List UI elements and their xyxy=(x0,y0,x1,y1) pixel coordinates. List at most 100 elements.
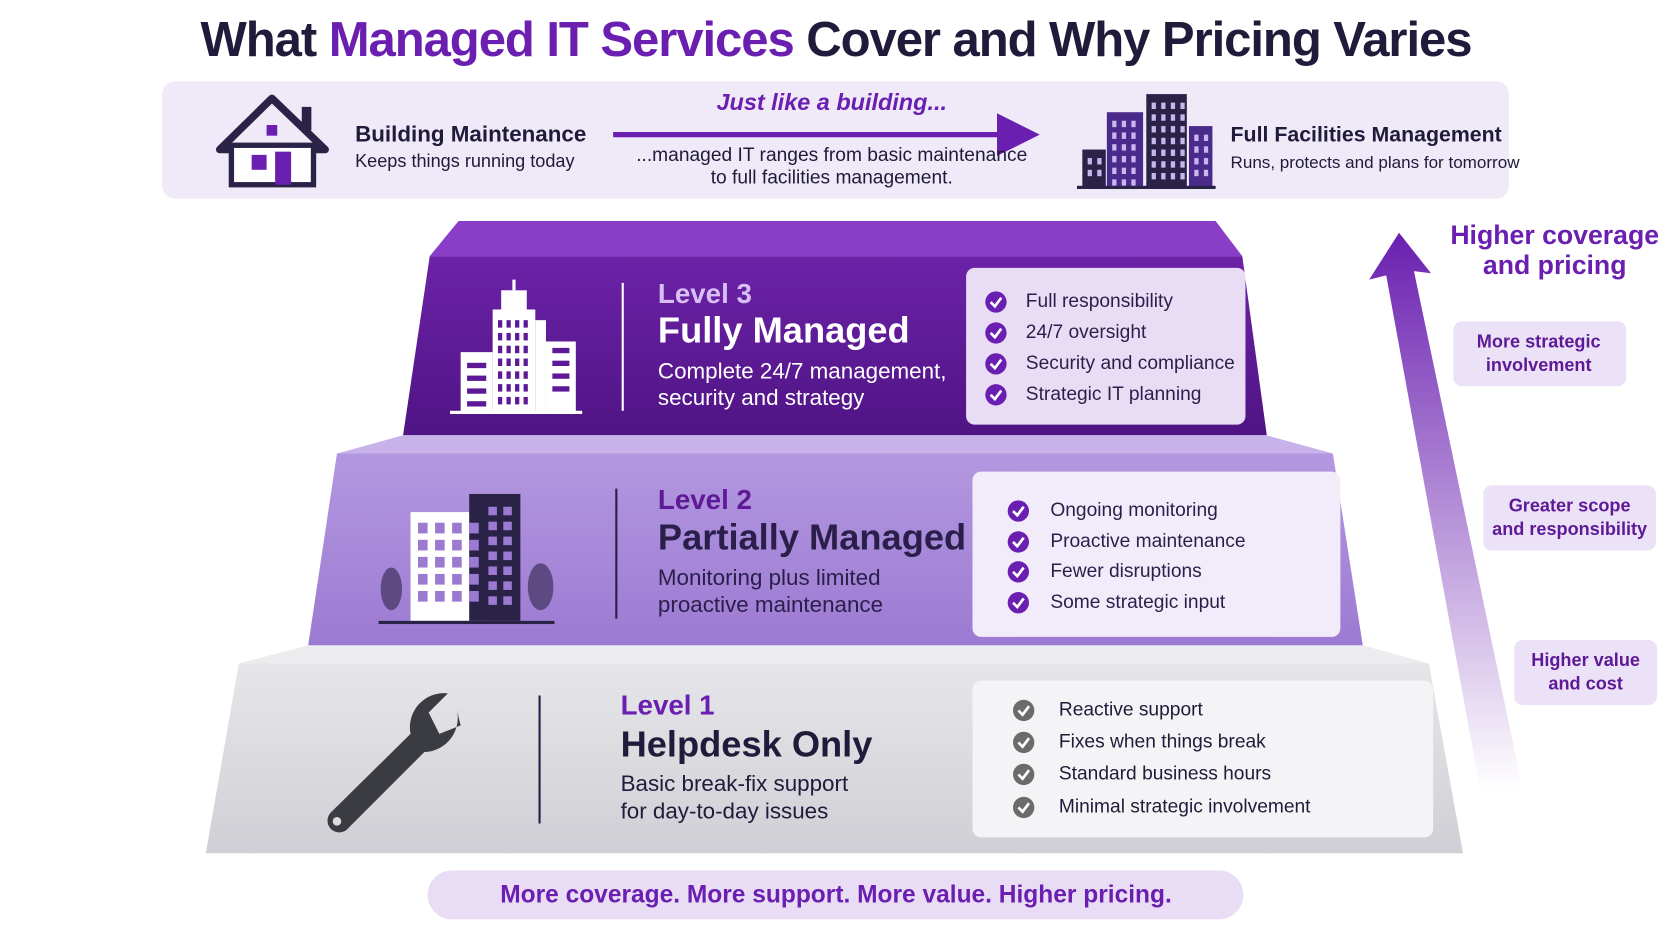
feature-item: Proactive maintenance xyxy=(1050,531,1245,552)
house-body xyxy=(228,142,317,188)
building-window xyxy=(1180,137,1185,145)
building-window xyxy=(1151,126,1156,133)
level-description: Monitoring plus limited xyxy=(658,565,881,590)
skyscraper-window xyxy=(506,384,511,392)
tree xyxy=(380,567,403,611)
building-window xyxy=(1121,144,1127,151)
building-window xyxy=(1151,102,1156,110)
features-box xyxy=(972,680,1434,838)
office-window xyxy=(418,556,428,568)
house-door xyxy=(275,151,292,185)
skyscraper-window xyxy=(515,396,520,405)
side-tag xyxy=(1514,640,1658,706)
building-window xyxy=(1203,158,1209,165)
office-window xyxy=(452,522,462,534)
skyscraper-window xyxy=(523,371,528,379)
building-window xyxy=(1180,114,1185,121)
building-window xyxy=(1112,155,1117,163)
skyscraper-window xyxy=(515,371,520,379)
check-icon xyxy=(1013,763,1035,786)
feature-item: Security and compliance xyxy=(1026,353,1235,374)
office-window xyxy=(488,521,497,531)
office-window xyxy=(435,556,445,568)
check-icon xyxy=(1013,731,1035,754)
side-tag-text: and cost xyxy=(1548,674,1622,694)
building-window xyxy=(1112,120,1117,128)
banner-right-title: Full Facilities Management xyxy=(1231,122,1502,146)
building-window xyxy=(1161,161,1166,168)
building-window xyxy=(1161,114,1166,121)
side-tag xyxy=(1453,321,1627,387)
ground xyxy=(1076,185,1216,189)
office-window xyxy=(488,506,497,516)
title: What Managed IT Services Cover and Why P… xyxy=(201,13,1472,67)
office-window xyxy=(469,539,479,551)
building-window xyxy=(1097,158,1102,165)
skyscraper-window xyxy=(515,384,520,392)
building-window xyxy=(1131,120,1136,128)
building-window xyxy=(1121,155,1127,163)
skyscraper-window xyxy=(497,384,503,392)
skyscraper-window xyxy=(497,320,503,328)
level-number: Level 3 xyxy=(658,278,752,309)
building-window xyxy=(1194,158,1199,165)
building-window xyxy=(1170,149,1176,156)
building-window xyxy=(1161,137,1166,145)
office-window xyxy=(452,539,462,551)
banner-center-line: to full facilities management. xyxy=(711,167,953,188)
building-window xyxy=(1112,132,1117,139)
building-window xyxy=(1151,149,1156,156)
feature-item: Fewer disruptions xyxy=(1050,561,1201,582)
feature-item: Ongoing monitoring xyxy=(1050,500,1217,521)
building-window xyxy=(1131,167,1136,175)
skyscraper-window xyxy=(552,347,570,354)
office-window xyxy=(452,590,462,602)
office-window xyxy=(435,573,445,585)
office-window xyxy=(435,539,445,551)
side-heading: Higher coverage xyxy=(1450,220,1659,250)
check-mark xyxy=(1017,802,1031,814)
check-mark xyxy=(1017,705,1031,717)
office-window xyxy=(503,521,512,531)
building-window xyxy=(1161,172,1166,180)
office-window xyxy=(488,536,497,546)
building-window xyxy=(1170,114,1176,121)
office-window xyxy=(435,590,445,602)
wrench-icon xyxy=(327,693,461,833)
building-window xyxy=(1170,126,1176,133)
building-window xyxy=(1121,167,1127,175)
building-window xyxy=(1151,172,1156,180)
building-window xyxy=(1112,144,1117,151)
title-part: Managed IT Services xyxy=(329,13,794,67)
skyscraper-window xyxy=(506,396,511,405)
side-tag-text: More strategic xyxy=(1477,331,1601,351)
level-description: proactive maintenance xyxy=(658,592,883,617)
office-window xyxy=(503,506,512,516)
feature-item: Minimal strategic involvement xyxy=(1059,797,1311,818)
building-window xyxy=(1161,126,1166,133)
feature-item: Strategic IT planning xyxy=(1026,384,1202,405)
building-window xyxy=(1203,134,1209,142)
building-window xyxy=(1087,158,1092,165)
office-window xyxy=(452,556,462,568)
office-window xyxy=(452,573,462,585)
check-icon xyxy=(1007,561,1030,583)
footer-pill xyxy=(427,870,1244,920)
building-window xyxy=(1170,172,1176,180)
growth-arrow xyxy=(1369,232,1523,790)
banner-center-heading: Just like a building... xyxy=(716,89,947,115)
wrench-hole xyxy=(332,817,342,826)
office-window xyxy=(469,556,479,568)
building-window xyxy=(1112,167,1117,175)
house-window xyxy=(251,154,267,170)
office-window xyxy=(488,581,497,590)
skyscraper-window xyxy=(506,358,511,366)
side-tag-text: Greater scope xyxy=(1509,496,1631,516)
building-window xyxy=(1203,169,1209,177)
office-window xyxy=(418,590,428,602)
skyscraper-window xyxy=(497,396,503,405)
building-window xyxy=(1170,161,1176,168)
check-mark xyxy=(1012,505,1025,518)
skyscraper-window xyxy=(497,358,503,366)
